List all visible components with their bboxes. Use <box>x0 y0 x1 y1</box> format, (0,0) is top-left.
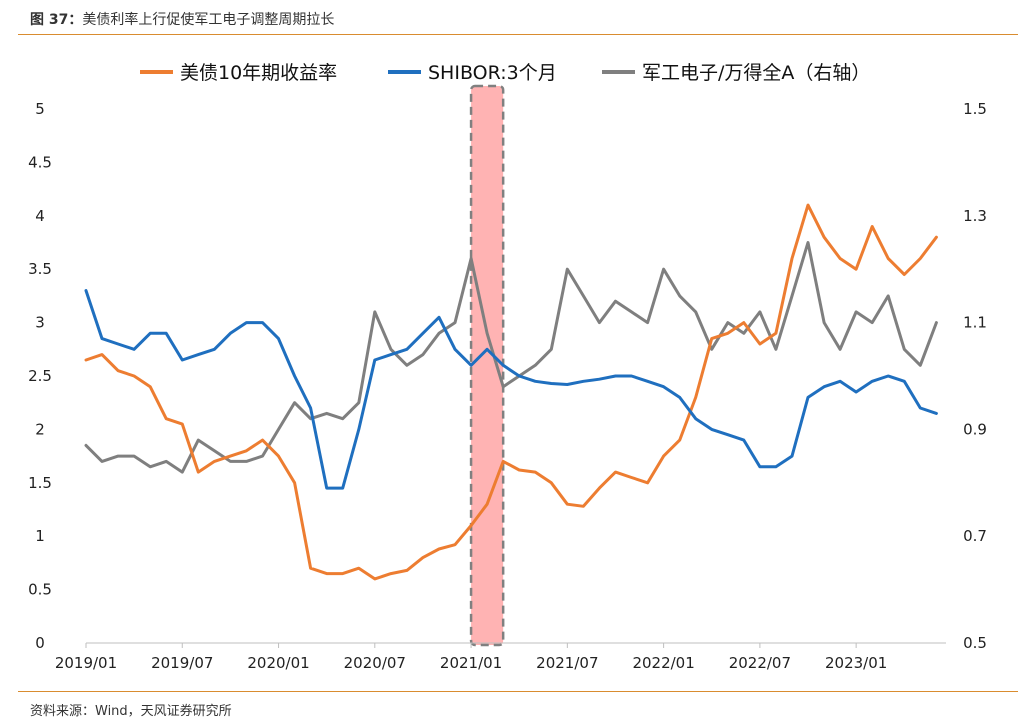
y-left-tick-label: 2.5 <box>28 367 52 385</box>
y-left-tick-label: 1.5 <box>28 474 52 492</box>
series-layer <box>84 203 938 581</box>
legend: 美债10年期收益率 SHIBOR:3个月 军工电子/万得全A（右轴） <box>140 62 870 84</box>
x-tick-label: 2020/01 <box>247 654 309 672</box>
y-right-tick-label: 1.1 <box>963 314 987 332</box>
y-left-tick-label: 0 <box>35 634 45 652</box>
series-line-2 <box>84 289 938 490</box>
y-right-tick-label: 0.5 <box>963 634 987 652</box>
y-right-tick-label: 0.7 <box>963 527 987 545</box>
y-right-tick-label: 1.3 <box>963 207 987 225</box>
x-tick-label: 2021/07 <box>536 654 598 672</box>
figure-label: 图 37： <box>30 12 83 28</box>
y-left-tick-label: 3.5 <box>28 260 52 278</box>
y-right-tick-label: 0.9 <box>963 420 987 438</box>
bottom-divider <box>18 691 1018 692</box>
y-left-tick-label: 2 <box>35 420 45 438</box>
x-tick-label: 2022/07 <box>729 654 791 672</box>
x-tick-label: 2019/07 <box>151 654 213 672</box>
source-note: 资料来源：Wind，天风证券研究所 <box>30 704 232 719</box>
line-chart: 2019/01 2019/07 2020/01 2020/07 2021/01 2021/… <box>28 62 987 672</box>
series-line-3 <box>84 241 938 474</box>
y-left-tick-label: 4 <box>35 207 45 225</box>
y-left-tick-label: 1 <box>35 527 45 545</box>
figure-header: 图 37：美债利率上行促使军工电子调整周期拉长 <box>0 0 1033 34</box>
legend-label-2: SHIBOR:3个月 <box>428 62 557 84</box>
y-left-tick-label: 4.5 <box>28 153 52 171</box>
x-tick-label: 2023/01 <box>825 654 887 672</box>
y-left-tick-label: 3 <box>35 314 45 332</box>
top-divider <box>18 34 1018 35</box>
y-left-tick-label: 5 <box>35 100 45 118</box>
y-right-tick-label: 1.5 <box>963 100 987 118</box>
figure-title-text: 美债利率上行促使军工电子调整周期拉长 <box>82 12 335 28</box>
figure-title: 图 37：美债利率上行促使军工电子调整周期拉长 <box>30 9 334 29</box>
x-tick-label: 2021/01 <box>440 654 502 672</box>
x-tick-label: 2022/01 <box>632 654 694 672</box>
legend-label-3: 军工电子/万得全A（右轴） <box>642 62 870 84</box>
y-left-tick-label: 0.5 <box>28 581 52 599</box>
series-line-1 <box>84 203 938 581</box>
axes-layer: 2019/01 2019/07 2020/01 2020/07 2021/01 2021/… <box>28 100 987 672</box>
x-tick-label: 2019/01 <box>55 654 117 672</box>
legend-label-1: 美债10年期收益率 <box>180 62 337 84</box>
x-tick-label: 2020/07 <box>344 654 406 672</box>
